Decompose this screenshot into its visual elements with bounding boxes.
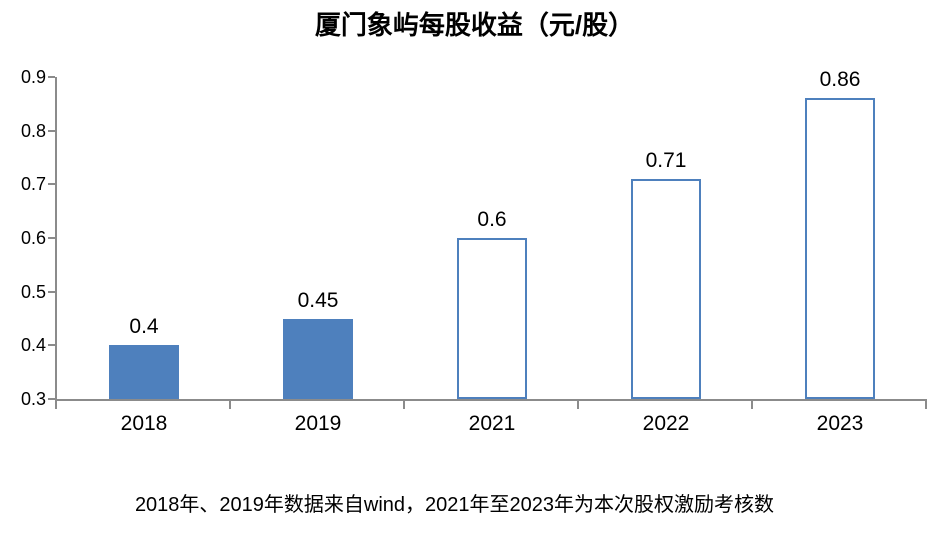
y-axis-line <box>55 77 57 401</box>
y-axis-tick-label: 0.8 <box>20 120 46 141</box>
chart-title: 厦门象屿每股收益（元/股） <box>314 10 635 40</box>
bar-2023 <box>805 98 875 399</box>
y-axis-tick <box>48 237 55 239</box>
bar-value-label: 0.4 <box>129 315 159 339</box>
x-axis-category-label: 2019 <box>294 412 342 435</box>
bar-value-label: 0.45 <box>297 288 339 312</box>
x-axis-tick <box>751 401 753 409</box>
x-axis-category-label: 2021 <box>468 412 516 435</box>
y-axis-tick-label: 0.6 <box>20 228 46 248</box>
y-axis-tick <box>48 398 55 400</box>
bar-2019 <box>283 318 353 399</box>
y-axis-tick-label: 0.7 <box>20 174 46 195</box>
x-axis-category-label: 2018 <box>120 412 168 435</box>
y-axis-tick <box>48 290 55 293</box>
bar-value-label: 0.86 <box>819 68 861 92</box>
y-axis-tick <box>48 344 55 347</box>
bar-2018 <box>109 345 179 399</box>
x-axis-tick <box>925 401 927 409</box>
x-axis-category-label: 2023 <box>816 412 864 435</box>
bar-value-label: 0.6 <box>477 208 507 231</box>
x-axis-tick <box>403 401 405 409</box>
footnote: 2018年、2019年数据来自wind，2021年至2023年为本次股权激励考核… <box>134 494 775 516</box>
y-axis-tick-label: 0.4 <box>20 335 46 356</box>
x-axis-tick <box>55 401 57 409</box>
bar-2022 <box>631 178 701 399</box>
y-axis-tick-label: 0.5 <box>20 281 46 302</box>
bar-value-label: 0.71 <box>645 148 687 172</box>
x-axis-category-label: 2022 <box>642 412 690 435</box>
y-axis-tick-label: 0.3 <box>20 389 46 409</box>
x-axis-tick <box>229 401 231 409</box>
bar-2021 <box>457 238 527 399</box>
y-axis-tick <box>48 76 55 78</box>
x-axis-tick <box>577 401 579 409</box>
y-axis-tick <box>48 129 55 132</box>
x-axis-line <box>55 399 927 401</box>
y-axis-tick <box>48 183 55 186</box>
y-axis-tick-label: 0.9 <box>20 67 46 87</box>
